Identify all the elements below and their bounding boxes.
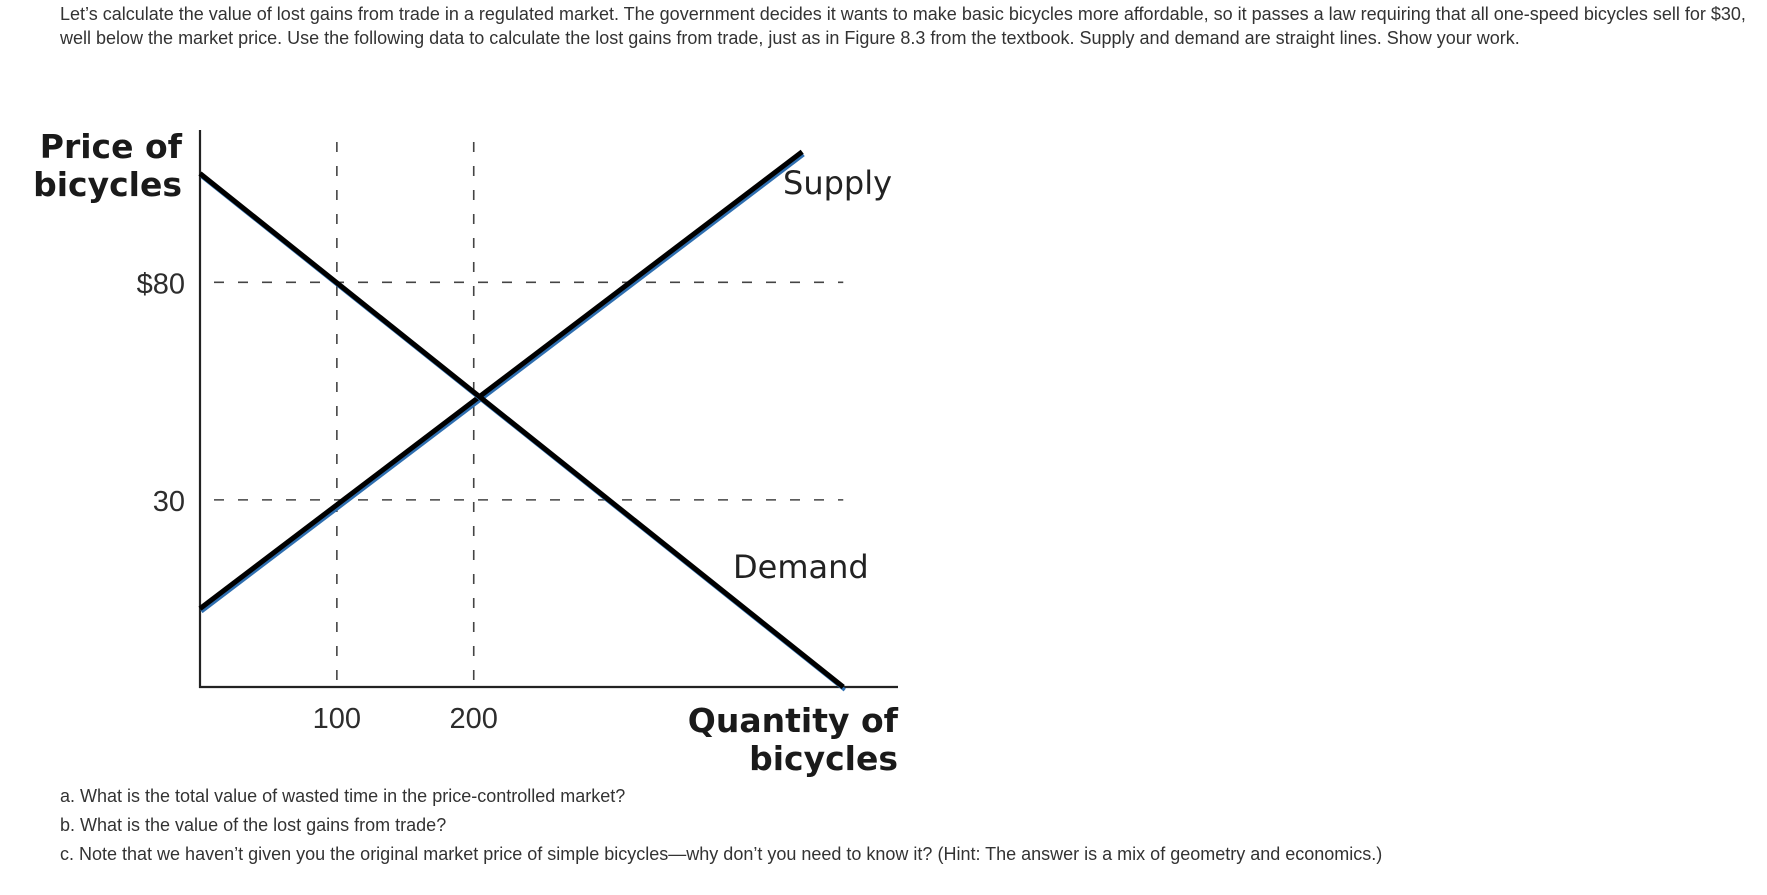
question-a: a. What is the total value of wasted tim… bbox=[60, 786, 626, 806]
y-tick-label-80: $80 bbox=[137, 268, 185, 300]
question-c: c. Note that we haven’t given you the or… bbox=[60, 844, 1383, 864]
demand-curve bbox=[198, 171, 845, 689]
problem-intro: Let’s calculate the value of lost gains … bbox=[60, 4, 1746, 48]
y-axis-title-line2: bicycles bbox=[33, 165, 182, 204]
supply-curve bbox=[198, 149, 804, 611]
demand-label: Demand bbox=[733, 548, 869, 586]
supply-curve-edge bbox=[200, 153, 805, 614]
question-b: b. What is the value of the lost gains f… bbox=[60, 815, 447, 835]
x-tick-label-200: 200 bbox=[450, 703, 498, 735]
y-tick-label-30: 30 bbox=[153, 486, 185, 518]
supply-label: Supply bbox=[783, 164, 892, 202]
y-axis-title-line1: Price of bbox=[40, 127, 183, 166]
question-list: a. What is the total value of wasted tim… bbox=[60, 782, 1382, 869]
x-axis-title-line1: Quantity of bbox=[688, 701, 899, 740]
x-axis-title-line2: bicycles bbox=[749, 739, 898, 778]
x-tick-label-100: 100 bbox=[313, 703, 361, 735]
